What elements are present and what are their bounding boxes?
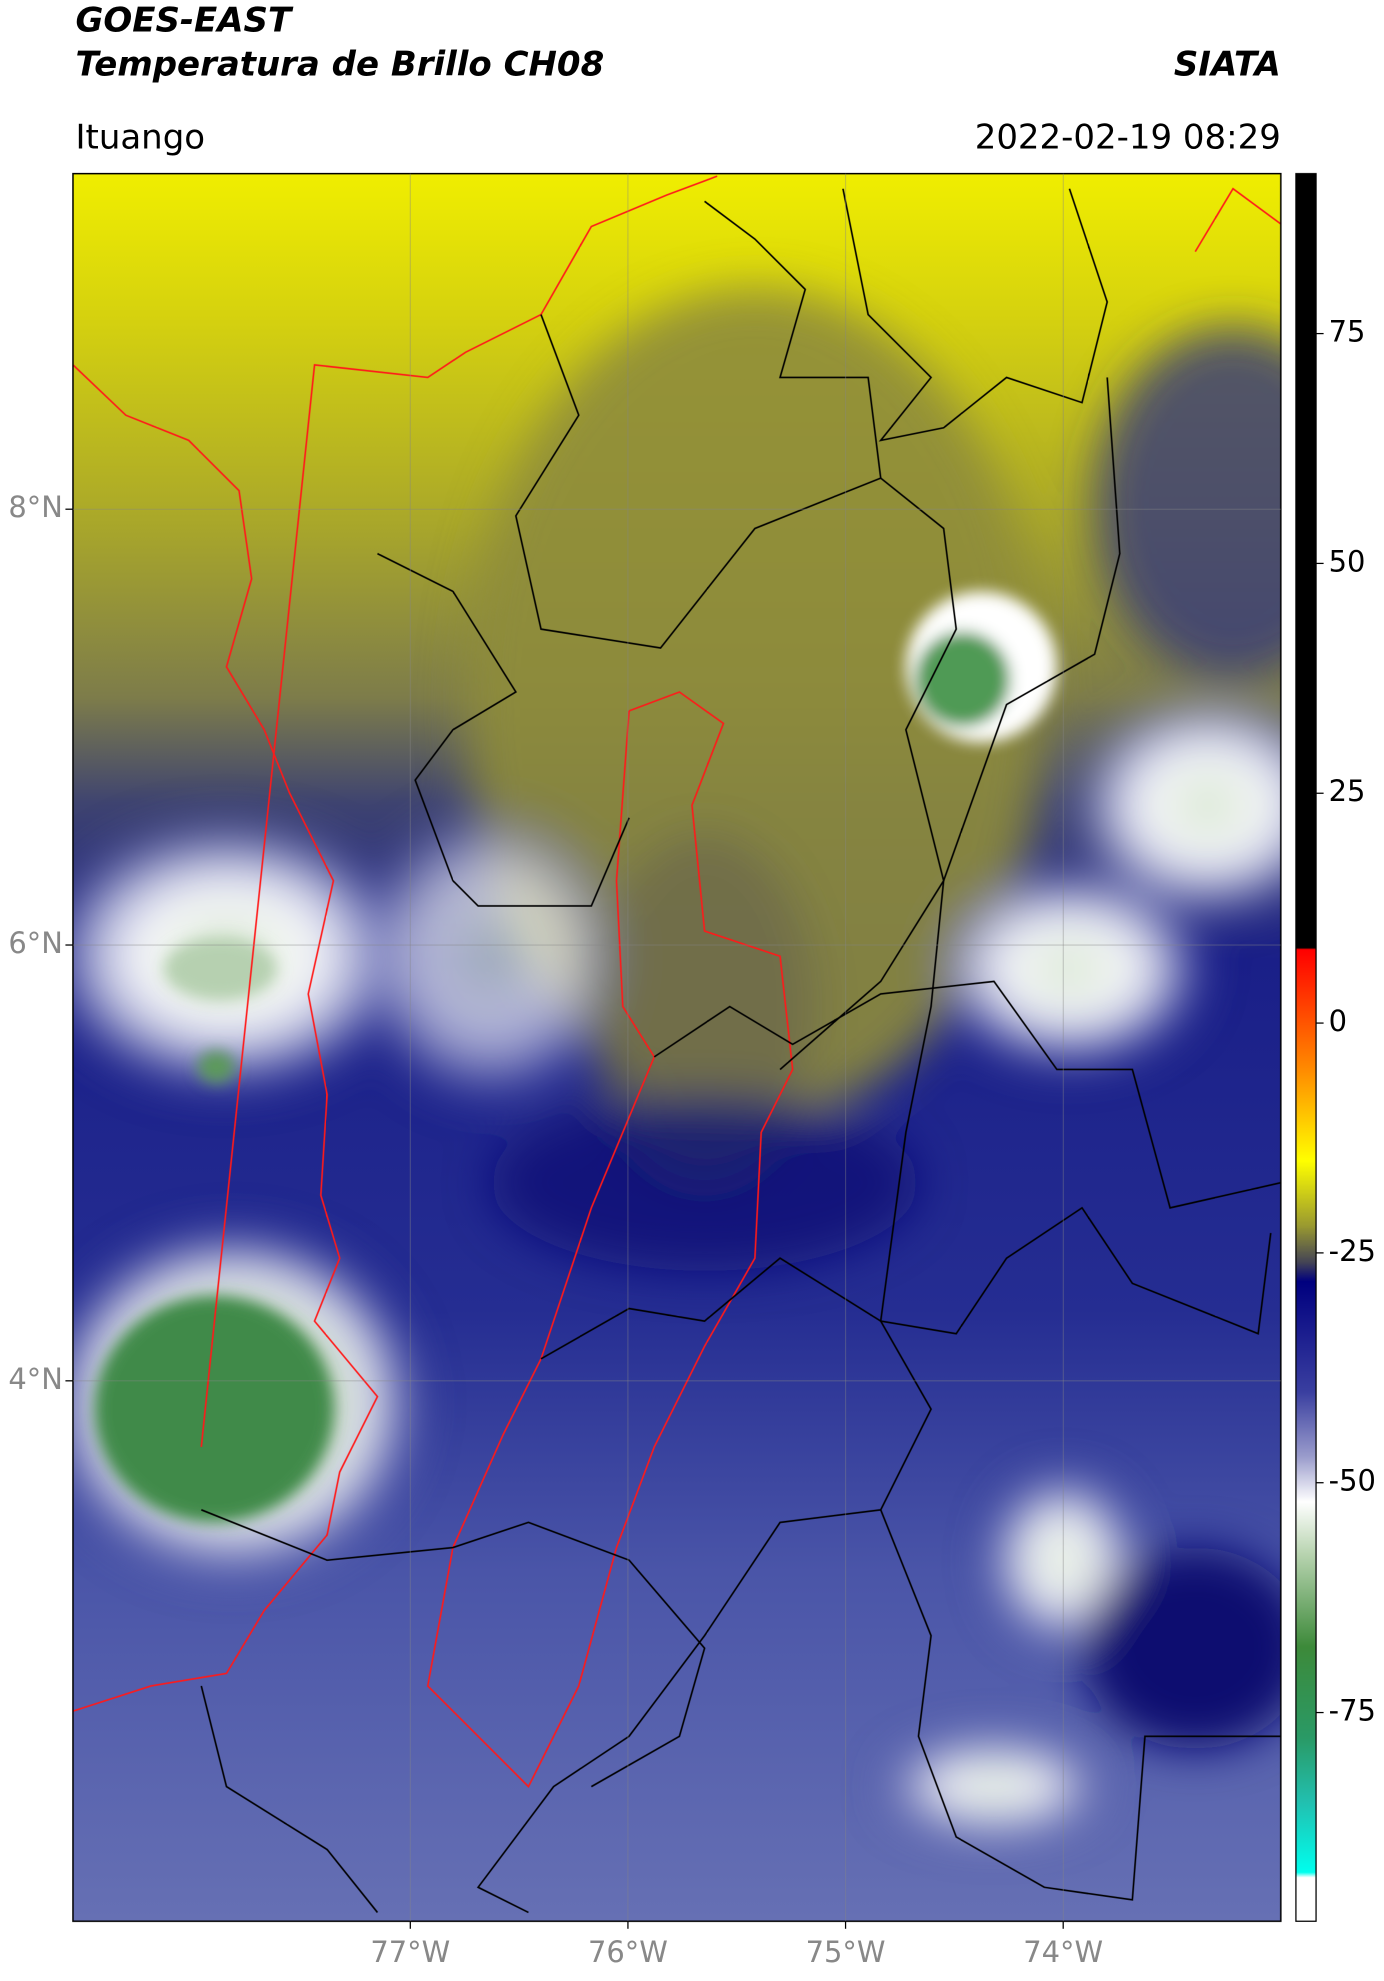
colorbar-tick-label: 50: [1329, 544, 1366, 578]
colorbar: [1295, 172, 1317, 1922]
colorbar-tick-label: -50: [1329, 1464, 1376, 1498]
x-tick-label: 77°W: [370, 1935, 450, 1969]
x-tick-label: 76°W: [588, 1935, 668, 1969]
y-tick-label: 8°N: [8, 490, 63, 524]
datetime: 2022-02-19 08:29: [975, 117, 1281, 157]
subtitle: Temperatura de Brillo CH08: [75, 44, 604, 84]
location: Ituango: [75, 117, 205, 157]
colorbar-tick-label: -25: [1329, 1234, 1376, 1268]
colorbar-tick-label: -75: [1329, 1694, 1376, 1728]
map-frame: [72, 172, 1282, 1922]
colorbar-tick-label: 0: [1329, 1004, 1347, 1038]
y-tick-label: 6°N: [8, 926, 63, 960]
source: SIATA: [1174, 44, 1281, 84]
y-tick-label: 4°N: [8, 1362, 63, 1396]
x-tick-label: 75°W: [806, 1935, 886, 1969]
x-tick-label: 74°W: [1023, 1935, 1103, 1969]
colorbar-tick-label: 75: [1329, 315, 1366, 349]
satellite-image: [72, 173, 1281, 1922]
title: GOES-EAST: [75, 0, 293, 40]
colorbar-tick-label: 25: [1329, 774, 1366, 808]
